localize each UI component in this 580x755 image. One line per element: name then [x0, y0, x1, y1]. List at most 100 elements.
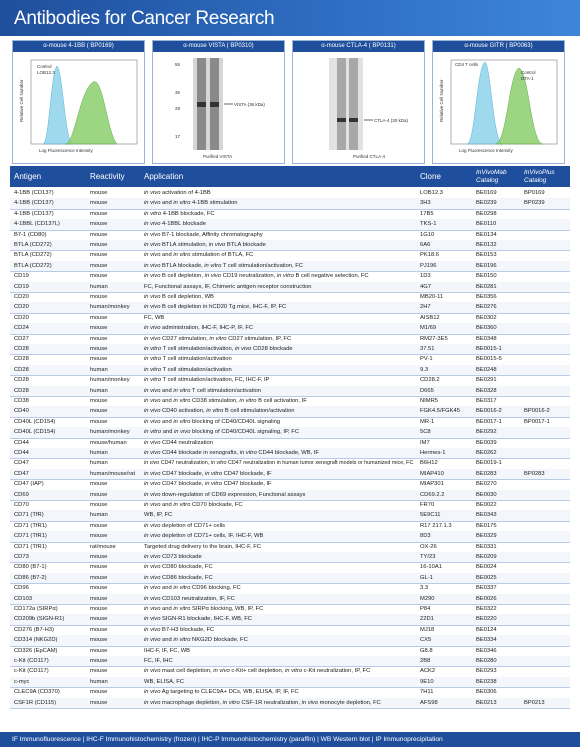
cell: 3.3 [420, 585, 429, 592]
cell: Hermes-1 [420, 450, 446, 456]
cell: BE0317 [476, 398, 497, 404]
cell: mouse [90, 335, 108, 342]
cell: mouse [90, 491, 108, 498]
cell: MIAP410 [420, 470, 444, 477]
cell: human [90, 283, 108, 290]
cell: IHC-F, IF, FC, WB [144, 647, 191, 654]
cell: in vitro T cell stimulation/activation, … [144, 377, 270, 384]
cell: mouse [90, 481, 108, 488]
table-row: c-myc human WB, ELISA, FC 9E10 BE0238 [10, 676, 570, 689]
panel: α-mouse VISTA ( BP0310) 55 36 28 17 VIST… [152, 40, 285, 164]
cell: MR-1 [420, 418, 435, 425]
band-label: VISTA (36 kDa) [234, 102, 265, 107]
cell: AFS98 [420, 699, 438, 706]
cell: mouse [90, 658, 108, 664]
panel-title: α-mouse CTLA-4 ( BP0131) [293, 41, 424, 52]
cell: mouse [90, 356, 108, 363]
cell: mouse [90, 533, 108, 540]
table-row: CD28 human in vitro T cell stimulation/act… [10, 364, 570, 377]
cell: mouse [90, 595, 108, 602]
cell: MB20-11 [420, 294, 444, 300]
cell: mouse [90, 242, 108, 248]
cell: FR70 [420, 502, 435, 508]
cell: in vivo 4-1BBL blockade [144, 221, 206, 228]
cell: CD209b (SIGN-R1) [14, 616, 65, 623]
cell: mouse [90, 190, 108, 196]
marker: 28 [175, 106, 181, 111]
cell: in vivo CD44 blockade in xenografts, in … [144, 450, 319, 456]
cell: BE0331 [476, 543, 497, 550]
cell: CD47 [14, 460, 29, 467]
panel: α-mouse CTLA-4 ( BP0131) CTLA-4 (30 kDa)… [292, 40, 425, 164]
cell: BTLA (CD272) [14, 262, 52, 269]
cell: BE0030 [476, 491, 497, 498]
cell: 4-1BB (CD137) [14, 210, 54, 217]
table-row: CSF1R (CD115) mouse in vivo macrophage dep… [10, 697, 570, 709]
cell: in vivo and in vitro NKG2D blockade, FC [144, 637, 248, 644]
cell: in vivo CD47 blockade, in vitro CD47 blo… [144, 470, 272, 477]
cell: CD96 [14, 585, 29, 592]
cell: mouse [90, 210, 108, 217]
cell: human [90, 512, 108, 519]
cell: BE0248 [476, 366, 497, 373]
cell: CD103 [14, 595, 33, 602]
marker: 55 [175, 62, 181, 67]
cell: PV-1 [420, 356, 433, 363]
cell: mouse [90, 626, 108, 633]
cell: B6H12 [420, 460, 438, 467]
cell: BE0016-2 [476, 408, 502, 415]
table-row: BTLA (CD272) mouse in vivo BTLA blockade, … [10, 260, 570, 273]
cell: mouse [90, 502, 108, 508]
cell: BE0302 [476, 314, 497, 321]
cell: in vivo depletion of CD71+ cells [144, 522, 226, 529]
cell: in vitro T cell stimulation/activation, … [144, 346, 293, 352]
band-label: CTLA-4 (30 kDa) [374, 118, 409, 123]
cell: BP0017-1 [524, 418, 550, 425]
cell: mouse [90, 564, 108, 571]
cell: CD19 [14, 273, 29, 280]
cell: PJ196 [420, 262, 437, 269]
cell: BE0025 [476, 574, 497, 581]
cell: CD28 [14, 377, 29, 384]
marker: 17 [175, 134, 181, 139]
y-label: Relative Cell Number [439, 79, 444, 122]
table-row: CD314 (NKG2D) mouse in vivo and in vitro N… [10, 635, 570, 647]
cell: BP0283 [524, 470, 545, 477]
table-row: CD69 mouse in vivo down-regulation of CD69… [10, 489, 570, 501]
cell: FGK4.5/FGK45 [420, 408, 460, 415]
cell: mouse [90, 668, 108, 675]
cell: in vivo B cell depletion in hCD20 Tg mic… [144, 304, 287, 311]
column-header: Application [144, 171, 184, 181]
cell: 3H3 [420, 200, 431, 207]
cell: BE0346 [476, 647, 497, 654]
cell: BE0175 [476, 522, 497, 529]
cell: R17 217.1.3 [420, 522, 452, 529]
cell: rat/mouse [90, 543, 116, 550]
cell: MIAP301 [420, 481, 444, 488]
cell: BE0343 [476, 512, 497, 519]
cell: in vivo CD47 neutralization, in vitro CD… [144, 460, 414, 467]
cell: CD71 (TfR1) [14, 533, 47, 540]
cell: BE0024 [476, 564, 497, 571]
cell: in vivo and in vitro stimulation of BTLA… [144, 252, 254, 259]
cell: CD314 (NKG2D) [14, 637, 58, 644]
cell: BE0292 [476, 429, 497, 436]
cell: BE0015-1 [476, 346, 502, 352]
cell: mouse [90, 689, 108, 696]
cell: mouse [90, 325, 108, 332]
cell: in vivo CD103 neutralization, IF, FC [144, 595, 235, 602]
cell: in vivo and in vitro 4-1BB stimulation [144, 200, 238, 207]
cell: BE0019-1 [476, 460, 502, 467]
cell: P84 [420, 606, 431, 612]
panel: α-mouse 4-1BB ( BP0169) Control LOB12.3 … [12, 40, 145, 164]
cell: CD326 (EpCAM) [14, 647, 58, 654]
table-header: Antigen Reactivity Application Clone InVivoM… [10, 166, 570, 187]
x-label: Log Fluorescence Intensity [459, 148, 514, 153]
table-row: CD71 (TfR) human WB, IP, FC 5E9C11 BE0343 [10, 510, 570, 522]
footer: IF Immunofluorescence | IHC-F Immunohist… [0, 732, 580, 747]
cell: CD28 [14, 366, 29, 373]
cell: CLEC9A (CD370) [14, 689, 60, 696]
x-label: Log Fluorescence Intensity [39, 148, 94, 153]
table-row: CD44 human in vivo CD44 blockade in xenogr… [10, 448, 570, 460]
table-row: CD86 (B7-2) mouse in vivo CD86 blockade, F… [10, 572, 570, 585]
